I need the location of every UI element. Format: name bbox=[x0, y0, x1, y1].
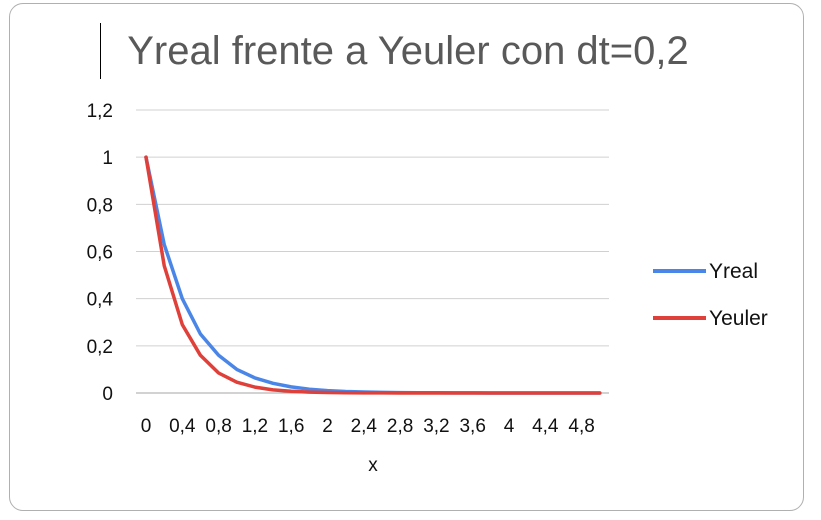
x-tick-label: 2,4 bbox=[351, 416, 378, 437]
x-tick-label: 1,2 bbox=[242, 416, 268, 437]
x-tick-label: 2 bbox=[322, 416, 333, 437]
legend: Yreal Yeuler bbox=[653, 260, 768, 330]
x-tick-label: 4 bbox=[504, 416, 515, 437]
y-tick-label: 0 bbox=[102, 384, 113, 405]
series-line-yreal bbox=[144, 155, 602, 395]
x-axis-label: x bbox=[368, 455, 378, 476]
x-tick-label: 2,8 bbox=[387, 416, 413, 437]
x-tick-label: 3,2 bbox=[423, 416, 449, 437]
y-tick-label: 1 bbox=[102, 148, 113, 169]
y-tick-label: 0,8 bbox=[87, 195, 113, 216]
chart-area bbox=[9, 3, 804, 511]
x-tick-label: 1,6 bbox=[278, 416, 304, 437]
series-line-yeuler bbox=[144, 155, 602, 395]
x-tick-label: 0 bbox=[141, 416, 152, 437]
x-axis-ticks: 0 0,4 0,8 1,2 1,6 2 2,4 2,8 3,2 3,6 4 4,4 4,8 bbox=[141, 416, 595, 437]
x-tick-label: 3,6 bbox=[459, 416, 485, 437]
x-tick-label: 0,4 bbox=[169, 416, 196, 437]
gridlines bbox=[136, 109, 609, 394]
y-tick-label: 0,2 bbox=[87, 337, 113, 358]
text-cursor bbox=[100, 23, 101, 79]
x-tick-label: 0,8 bbox=[205, 416, 231, 437]
x-tick-label: 4,8 bbox=[568, 416, 594, 437]
x-tick-label: 4,4 bbox=[532, 416, 559, 437]
chart-title: Yreal frente a Yeuler con dt=0,2 bbox=[127, 29, 689, 73]
y-tick-label: 0,4 bbox=[87, 290, 114, 311]
y-tick-label: 1,2 bbox=[87, 101, 113, 122]
legend-label: Yeuler bbox=[709, 307, 768, 330]
legend-label: Yreal bbox=[709, 260, 758, 283]
series-lines bbox=[144, 155, 602, 395]
y-tick-label: 0,6 bbox=[87, 243, 113, 264]
y-axis-ticks: 0 0,2 0,4 0,6 0,8 1 1,2 bbox=[87, 101, 114, 405]
